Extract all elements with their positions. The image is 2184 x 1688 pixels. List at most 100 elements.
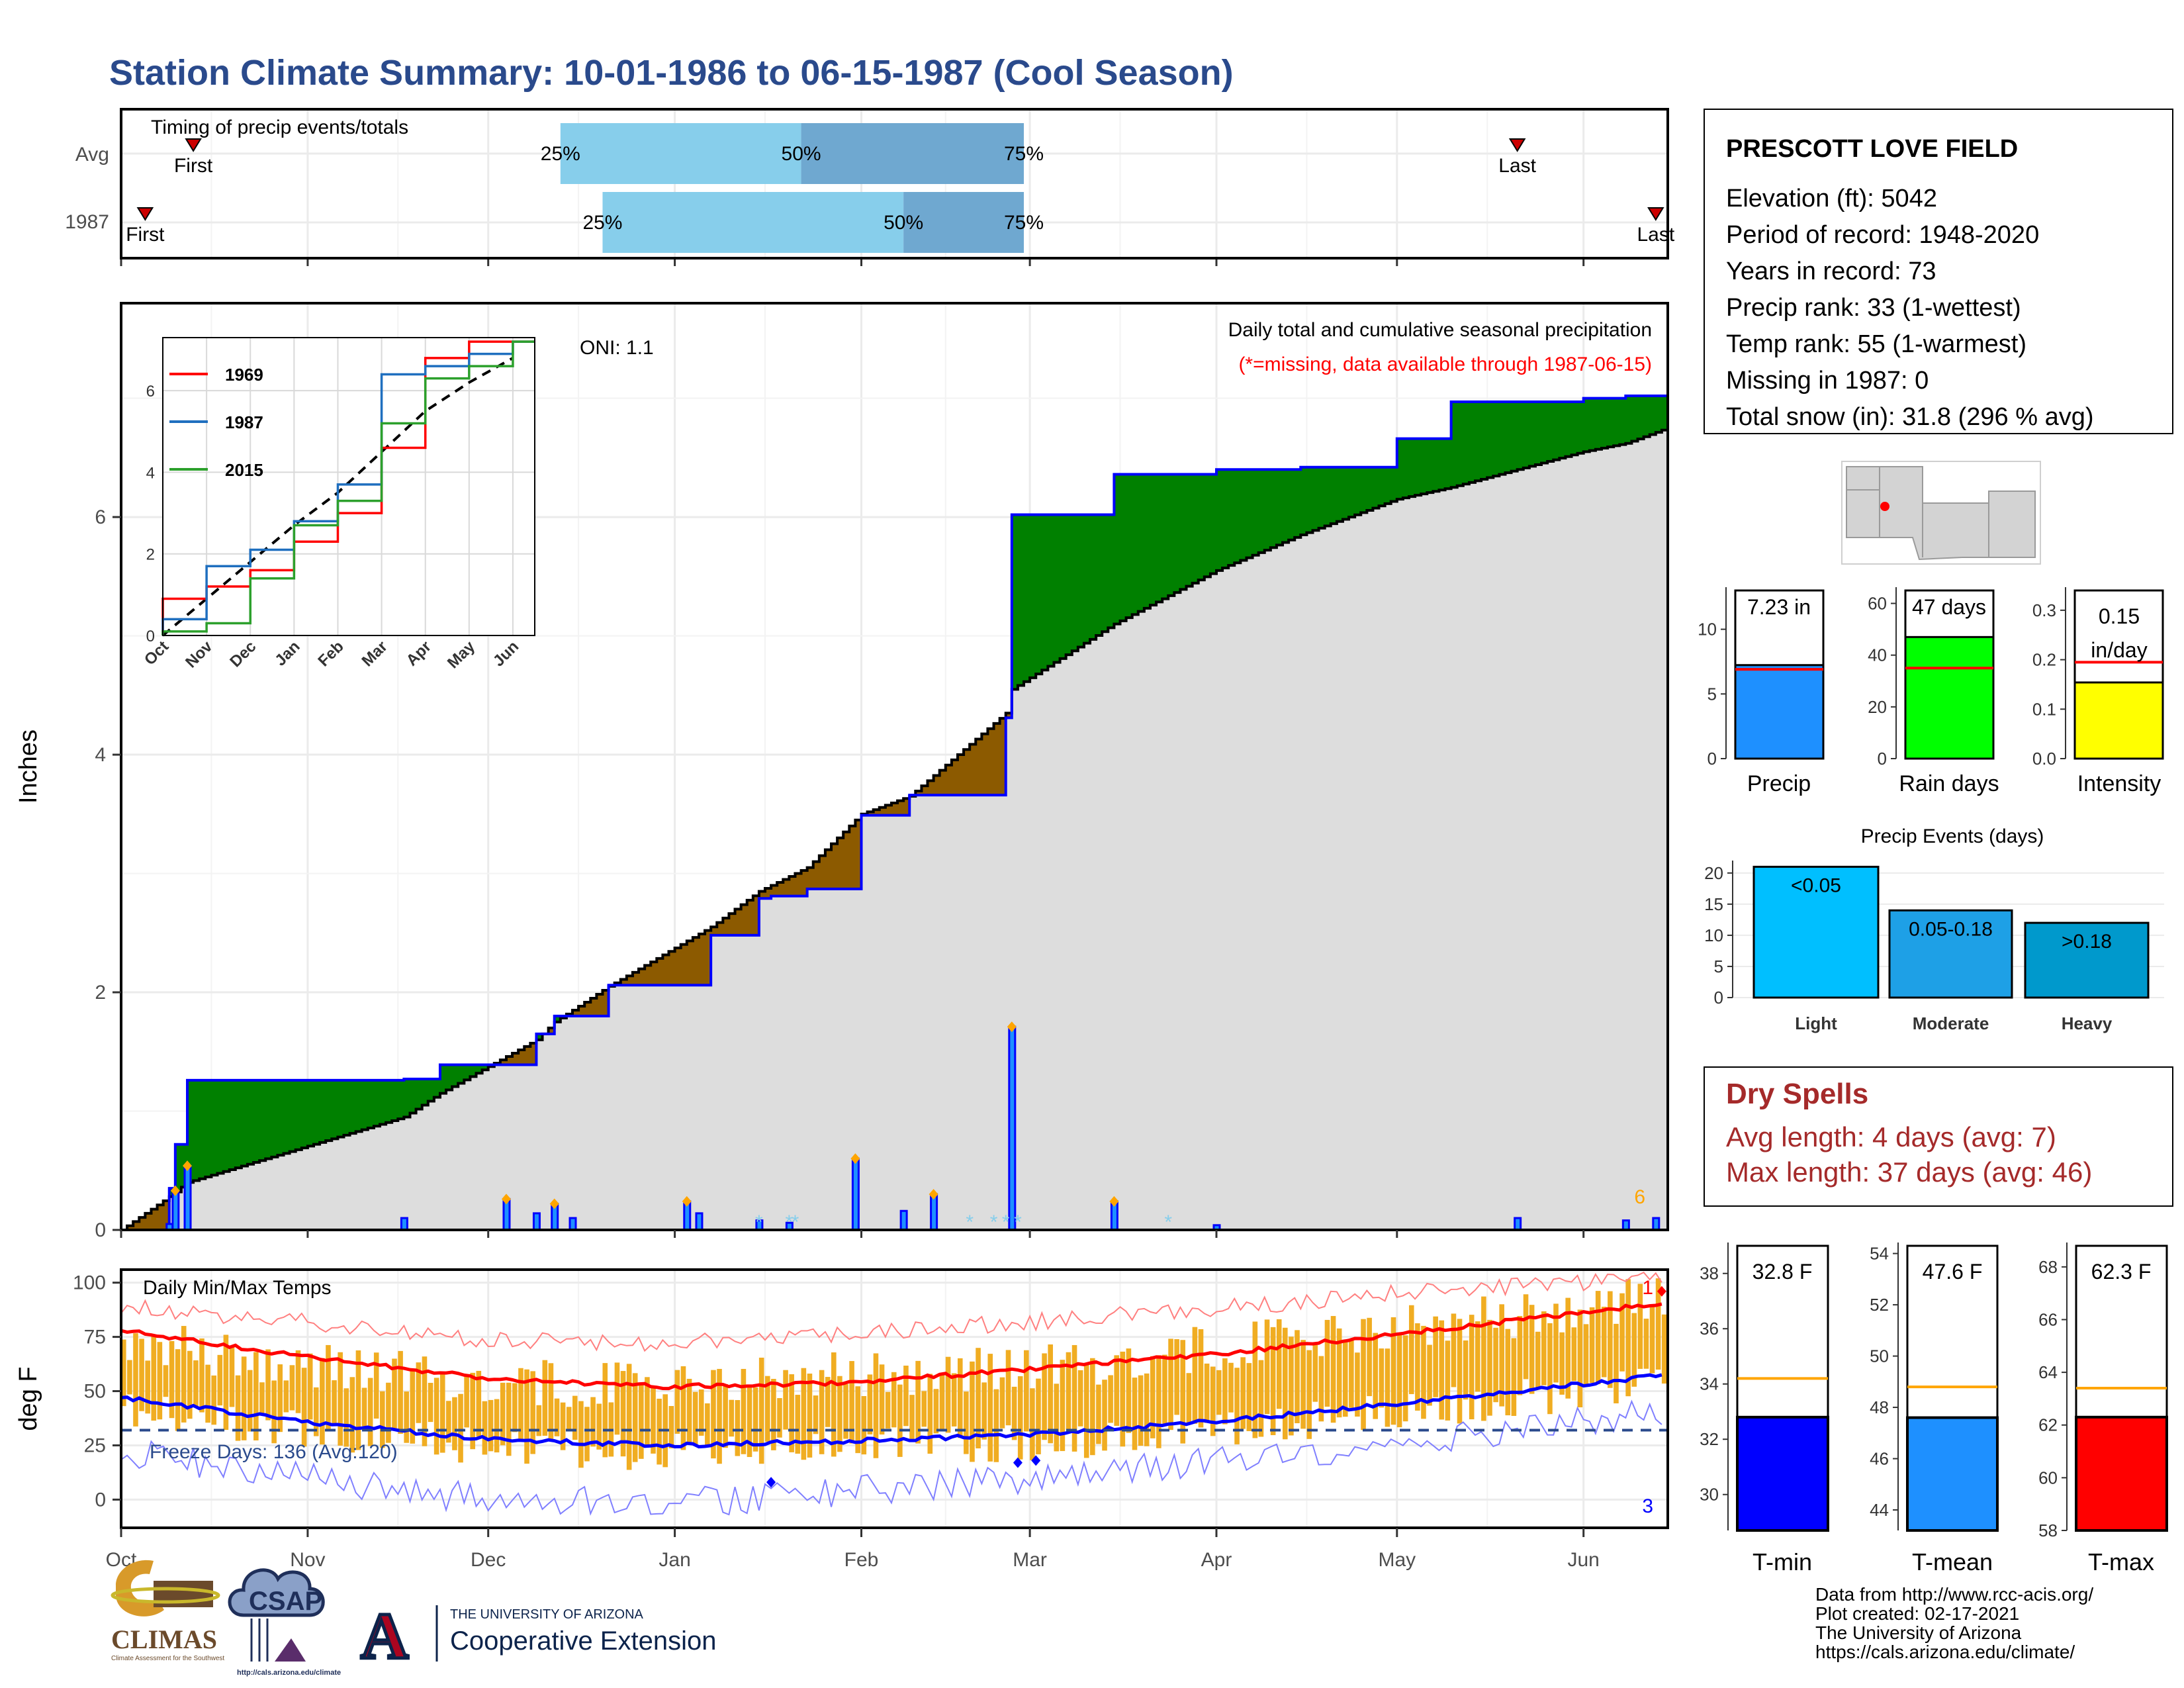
precip-deficit-fill [999,718,1007,796]
station-missing: Missing in 1987: 0 [1726,367,1929,395]
ua-small-text: THE UNIVERSITY OF ARIZONA [450,1607,644,1622]
temp-daily-bar [428,1383,433,1423]
temp-daily-bar [867,1374,873,1434]
x-axis-month-label: Jan [659,1549,690,1571]
temp-daily-bar [145,1360,150,1414]
timing-marker-triangle [1508,138,1526,152]
precip-area [121,371,1669,1231]
precip-surplus-fill [392,1080,398,1121]
temp-summary-tick-label: 34 [1700,1374,1719,1394]
precip-surplus-fill [398,1080,404,1119]
temp-daily-bar [993,1389,999,1462]
precip-surplus-fill [410,1079,417,1113]
dry-spells-title: Dry Spells [1726,1078,1868,1110]
temp-daily-bar [542,1360,548,1436]
temp-daily-bar [764,1376,770,1442]
precip-surplus-fill [193,1080,200,1181]
temp-daily-bar [229,1346,235,1407]
temp-daily-bar [1439,1320,1445,1420]
temp-daily-bar [783,1370,788,1430]
precip-daily-bar [930,1193,938,1231]
precip-deficit-fill [964,749,970,796]
precip-surplus-fill [343,1080,351,1135]
temp-daily-bar [1222,1358,1228,1425]
events-tick-label: 15 [1704,894,1723,914]
temp-daily-bar [392,1358,397,1430]
events-tick-label: 20 [1704,863,1723,883]
temp-daily-bar [861,1396,867,1455]
temp-daily-bar [1390,1317,1396,1425]
temp-average-max-line [120,1302,1662,1391]
precip-deficit-fill [831,843,838,889]
precip-surplus-fill [1132,474,1139,615]
precip-bar-value: 7.23 in [1747,595,1811,619]
precip-surplus-fill [1192,474,1199,583]
precip-snow-marker [1109,1196,1119,1207]
precip-deficit-fill [843,831,850,889]
precip-surplus-fill [349,1080,357,1134]
temp-daily-bar [524,1369,529,1464]
credit-url: https://cals.arizona.edu/climate/ [1815,1642,2075,1662]
precip-deficit-fill [657,958,664,986]
precip-surplus-fill [1204,474,1211,577]
events-tick-label: 10 [1704,925,1723,945]
precip-deficit-fill [127,1225,134,1230]
precip-daily-bar [400,1217,408,1231]
x-axis-month-label: Jun [1568,1549,1600,1571]
precip-surplus-fill [422,1079,429,1105]
precip-deficit-fill [692,937,700,986]
mini-bar-tick-label: 60 [1868,594,1887,614]
temp-daily-bar [771,1379,776,1450]
precip-surplus-fill [1162,474,1169,599]
temp-daily-bar [735,1400,741,1456]
precip-deficit-fill [764,888,772,899]
precip-surplus-fill [1300,467,1307,535]
precip-surplus-fill [1637,396,1645,440]
temp-daily-bar [1258,1360,1264,1437]
temp-daily-bar [211,1375,216,1425]
precip-surplus-fill [1517,401,1524,470]
temp-daily-bar [572,1395,578,1440]
temp-daily-bar [1090,1358,1095,1456]
precip-surplus-fill [554,1015,561,1022]
precip-surplus-fill [1222,469,1229,568]
temp-daily-bar [349,1377,355,1453]
precip-surplus-fill [1649,396,1657,435]
precip-asterisk-marker: * [1164,1211,1172,1233]
precip-deficit-fill [639,968,645,986]
temp-daily-bar [1571,1327,1577,1382]
timing-p50-label: 50% [884,212,923,234]
precip-deficit-fill [632,972,639,986]
mini-bar-tick-label: 0.0 [2032,749,2056,769]
temp-daily-bar [987,1354,993,1462]
precip-surplus-fill [380,1080,387,1125]
temp-daily-bar [1283,1327,1288,1440]
precip-snow-marker [183,1160,193,1172]
precip-surplus-fill [1048,514,1055,667]
precip-surplus-fill [1168,474,1175,596]
precip-surplus-fill [320,1080,326,1143]
precip-surplus-fill [1475,401,1482,481]
temp-daily-bar [139,1338,144,1411]
events-category-label: Moderate [1913,1013,1989,1033]
temp-daily-bar [1433,1316,1438,1397]
temp-daily-bar [614,1362,620,1435]
temp-daily-bar [651,1387,656,1454]
precip-surplus-fill [1324,467,1332,526]
temp-daily-bar [1349,1338,1354,1408]
precip-surplus-fill [1042,514,1048,671]
precip-surplus-fill [1017,514,1024,686]
precip-surplus-fill [1457,401,1464,486]
temp-daily-bar [639,1383,644,1459]
precip-deficit-fill [139,1217,146,1230]
temp-daily-bar [1631,1313,1637,1387]
precip-deficit-fill [723,917,730,935]
precip-deficit-fill [512,1053,519,1065]
precip-surplus-fill [1234,469,1241,563]
temp-daily-bar [1216,1370,1222,1415]
temp-daily-bar [1030,1388,1035,1460]
mini-bar-tick-label: 20 [1868,697,1887,717]
temp-summary-tick-label: 48 [1870,1397,1889,1417]
precip-surplus-fill [1144,474,1151,608]
temp-daily-bar [1505,1329,1511,1416]
